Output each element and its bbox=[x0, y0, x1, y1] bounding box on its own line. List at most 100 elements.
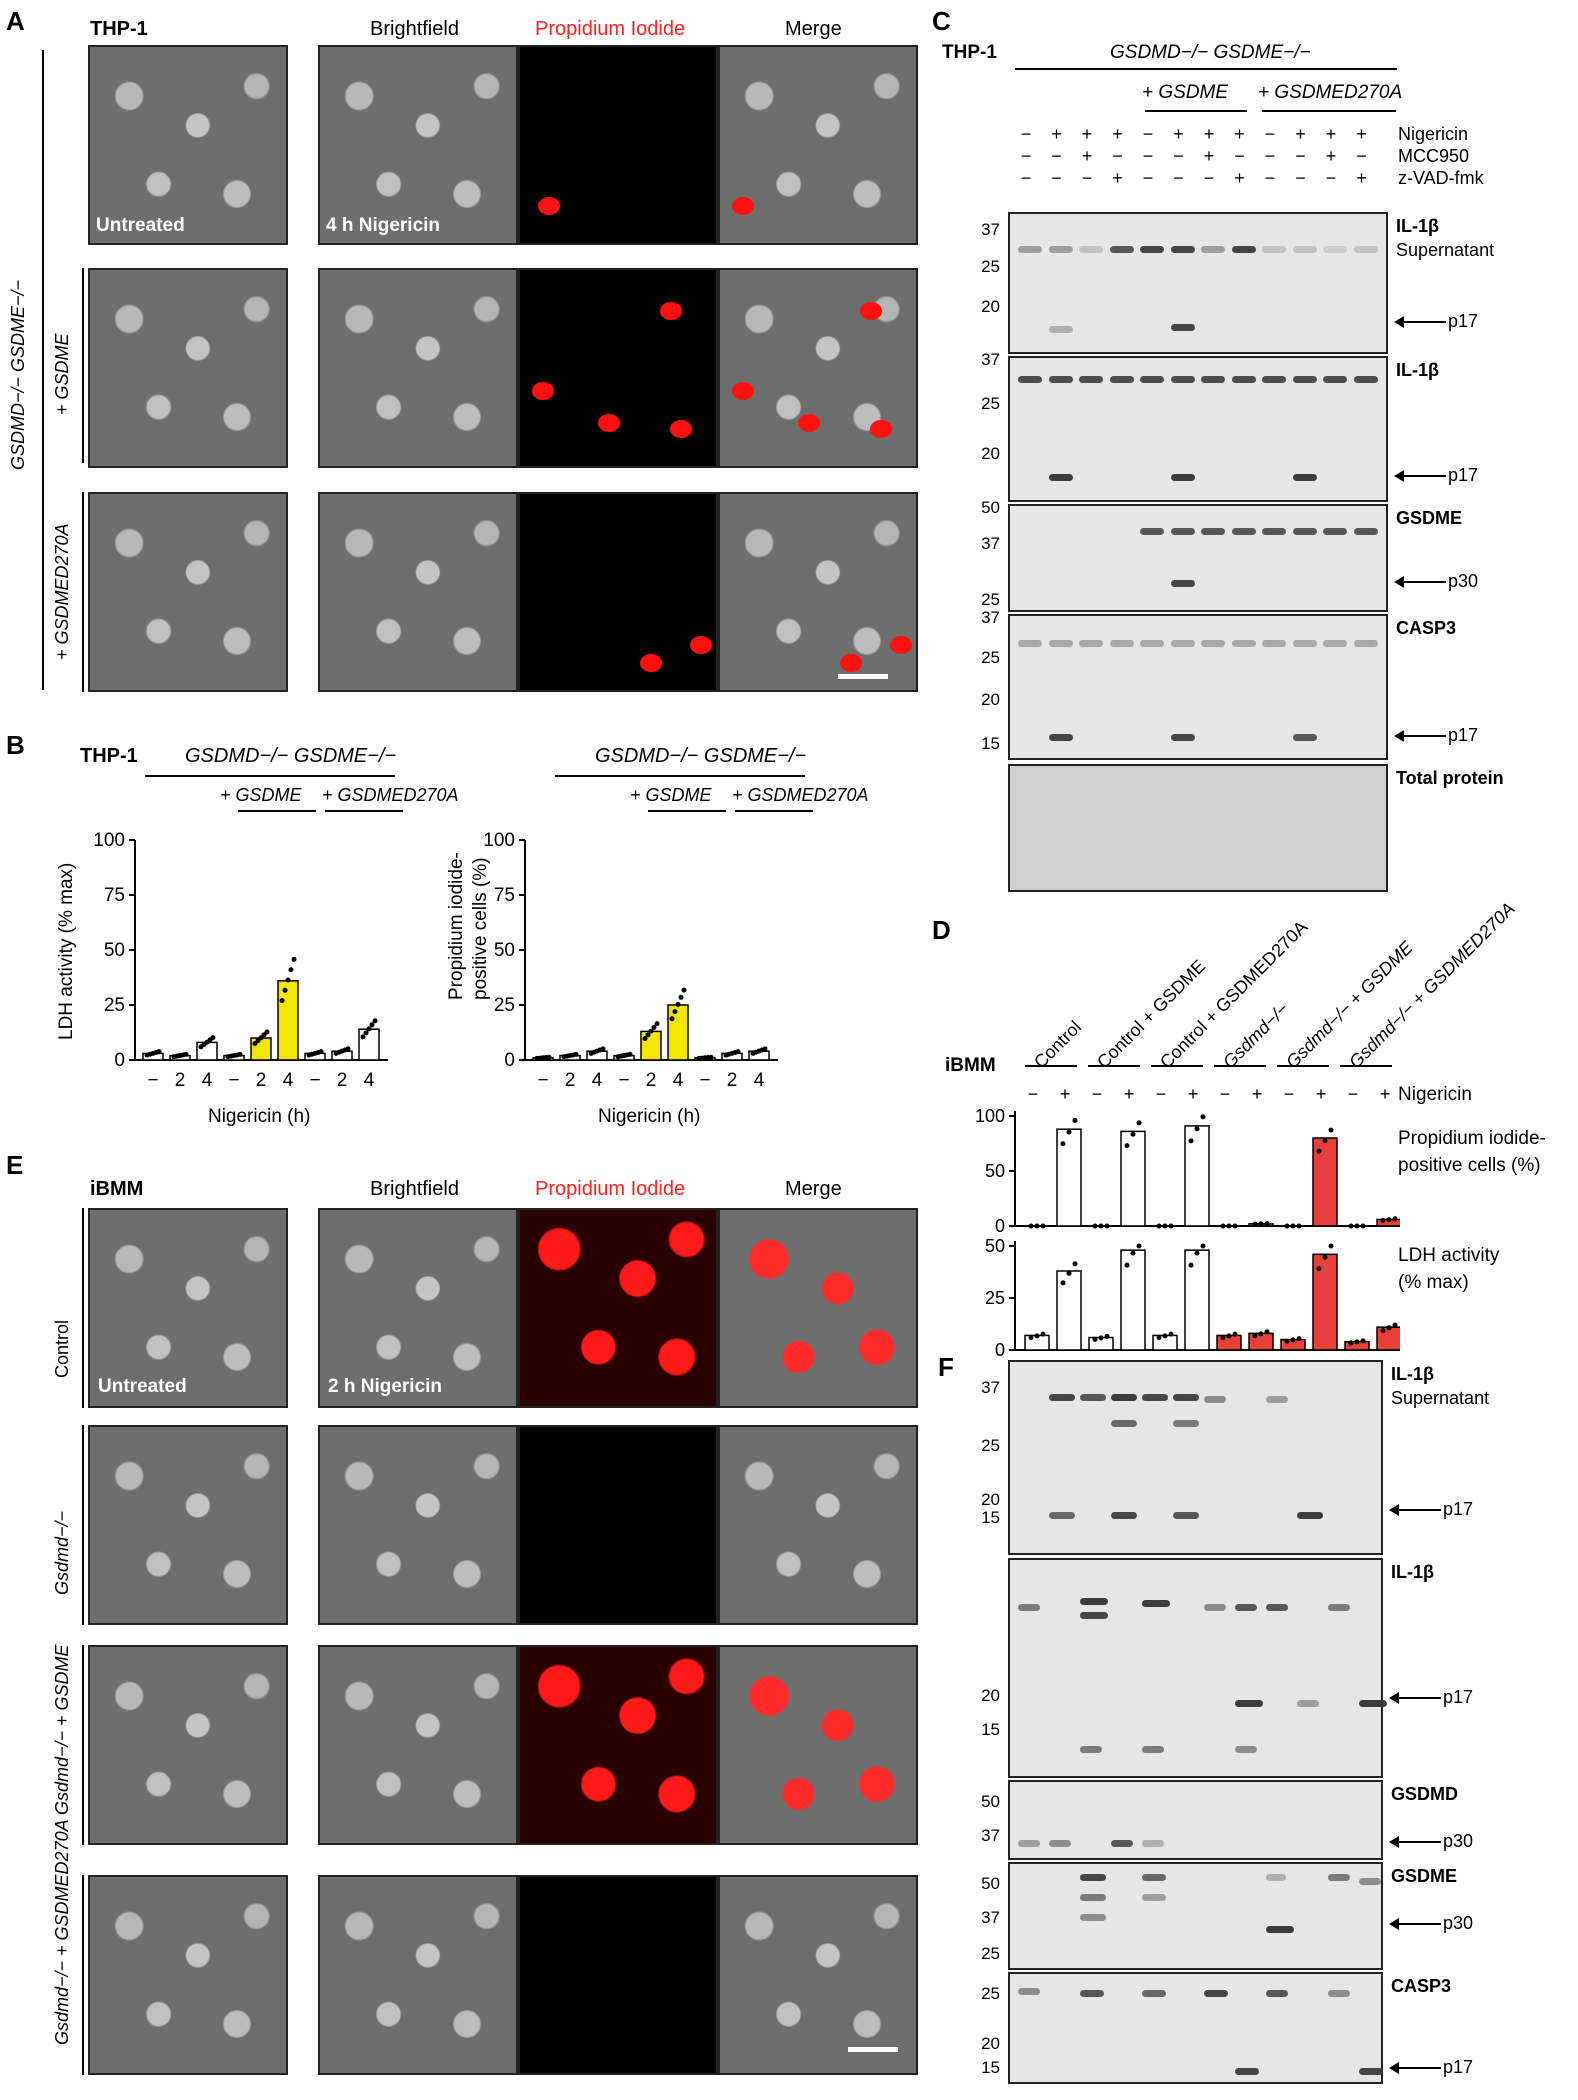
data-point bbox=[1392, 1322, 1398, 1328]
blot-band bbox=[1204, 1396, 1226, 1403]
nigericin-sign: − bbox=[1347, 1084, 1359, 1104]
data-point bbox=[1380, 1328, 1386, 1334]
blot-band bbox=[1201, 640, 1225, 647]
panel-a-row2-bracket bbox=[82, 268, 84, 463]
data-point bbox=[372, 1018, 378, 1024]
treatment-sign: − bbox=[1295, 168, 1306, 188]
micrograph-untreated bbox=[88, 1645, 288, 1845]
treatment-sign: + bbox=[1234, 124, 1245, 144]
data-point bbox=[1284, 1223, 1290, 1229]
treatment-sign: + bbox=[1234, 168, 1245, 188]
arrow-icon bbox=[1389, 1504, 1399, 1516]
nigericin-sign: − bbox=[1219, 1084, 1231, 1104]
y-tick-label: 100 bbox=[483, 830, 515, 851]
mw-marker: 25 bbox=[981, 590, 1000, 609]
blot-band bbox=[1111, 1394, 1137, 1401]
arrow-icon bbox=[1394, 316, 1404, 328]
panel-a-row-group: GSDMD−/− GSDME−/− bbox=[8, 279, 28, 470]
blot-band bbox=[1292, 640, 1317, 647]
panel-b-sub1-left: + GSDME bbox=[220, 785, 302, 805]
blot-band bbox=[1018, 1988, 1040, 1995]
group-bracket bbox=[1214, 1065, 1266, 1067]
data-point bbox=[1348, 1223, 1354, 1229]
treatment-sign: − bbox=[1264, 124, 1276, 144]
data-point bbox=[675, 1001, 681, 1007]
blot-band bbox=[1142, 1394, 1168, 1401]
data-point bbox=[1188, 1262, 1194, 1268]
data-point bbox=[735, 1049, 741, 1055]
data-point bbox=[210, 1035, 216, 1041]
data-point bbox=[1194, 1250, 1200, 1256]
data-point bbox=[288, 967, 294, 973]
blot-band bbox=[1018, 1604, 1040, 1611]
x-tick-label: 2 bbox=[646, 1070, 657, 1091]
bar bbox=[1056, 1128, 1082, 1227]
y-tick-label: 0 bbox=[995, 1340, 1005, 1358]
blot-band bbox=[1173, 1512, 1199, 1519]
blot-band bbox=[1262, 246, 1286, 253]
mw-marker: 25 bbox=[981, 1984, 1000, 2003]
data-point bbox=[1060, 1141, 1066, 1147]
blot-band bbox=[1109, 246, 1134, 253]
blot-band bbox=[1170, 734, 1195, 741]
arrow-icon bbox=[1389, 1836, 1399, 1848]
data-point bbox=[291, 956, 297, 962]
group-bracket bbox=[1340, 1065, 1392, 1067]
data-point bbox=[1040, 1331, 1046, 1337]
blot-band bbox=[1170, 640, 1195, 647]
mw-marker: 50 bbox=[981, 1874, 1000, 1893]
micrograph-brightfield bbox=[318, 1875, 518, 2075]
arrow-label: p17 bbox=[1448, 465, 1479, 485]
data-point bbox=[1392, 1216, 1398, 1222]
blot-band bbox=[1292, 474, 1317, 481]
blot-band bbox=[1048, 640, 1073, 647]
bar bbox=[1184, 1125, 1210, 1227]
micrograph-a-pi-2 bbox=[518, 268, 718, 468]
data-point bbox=[627, 1051, 633, 1057]
mw-marker: 25 bbox=[981, 648, 1000, 667]
blot-band bbox=[1018, 640, 1042, 647]
group-bracket bbox=[1151, 1065, 1203, 1067]
data-point bbox=[1226, 1223, 1232, 1229]
blot-band bbox=[1080, 1874, 1106, 1881]
blot-band bbox=[1111, 1512, 1137, 1519]
data-point bbox=[1200, 1114, 1206, 1120]
blot-band bbox=[1080, 1612, 1108, 1619]
blot-title: IL-1β bbox=[1391, 1364, 1434, 1384]
blot-band bbox=[1173, 1420, 1199, 1427]
y-axis-label: LDH activity (% max) bbox=[56, 863, 77, 1040]
micrograph-a-pi-3 bbox=[518, 492, 718, 692]
blot-band bbox=[1292, 528, 1317, 535]
data-point bbox=[1264, 1329, 1270, 1335]
blot-band bbox=[1170, 246, 1195, 253]
nigericin-sign: − bbox=[1283, 1084, 1295, 1104]
western-blot bbox=[1008, 504, 1388, 612]
micrograph-a-untreated-1: Untreated bbox=[88, 45, 288, 245]
mw-marker: 37 bbox=[981, 1908, 1000, 1927]
micrograph-untreated bbox=[88, 1425, 288, 1625]
x-tick-label: 2 bbox=[727, 1070, 738, 1091]
western-blot bbox=[1008, 1780, 1383, 1860]
data-point bbox=[318, 1049, 324, 1055]
panel-e-letter: E bbox=[6, 1150, 24, 1180]
treatment-sign: − bbox=[1051, 146, 1062, 166]
data-point bbox=[1328, 1243, 1334, 1249]
western-blot bbox=[1008, 764, 1388, 892]
group-bracket bbox=[1088, 1065, 1140, 1067]
mw-marker: 15 bbox=[981, 2058, 1000, 2077]
arrow-icon bbox=[1389, 1918, 1399, 1930]
blot-title: CASP3 bbox=[1396, 618, 1457, 638]
data-point bbox=[1232, 1331, 1238, 1337]
treatment-label: MCC950 bbox=[1398, 146, 1470, 166]
data-point bbox=[1354, 1223, 1360, 1229]
blot-band bbox=[1262, 528, 1286, 535]
blot-band bbox=[1018, 1840, 1040, 1847]
arrow-label: p30 bbox=[1443, 1913, 1474, 1933]
blot-band bbox=[1323, 528, 1347, 535]
blot-band bbox=[1353, 528, 1378, 535]
data-point bbox=[1034, 1333, 1040, 1339]
blot-band bbox=[1048, 376, 1073, 383]
blot-band bbox=[1140, 640, 1164, 647]
y-tick-label: 75 bbox=[494, 885, 515, 906]
y-tick-label: 25 bbox=[985, 1288, 1005, 1308]
